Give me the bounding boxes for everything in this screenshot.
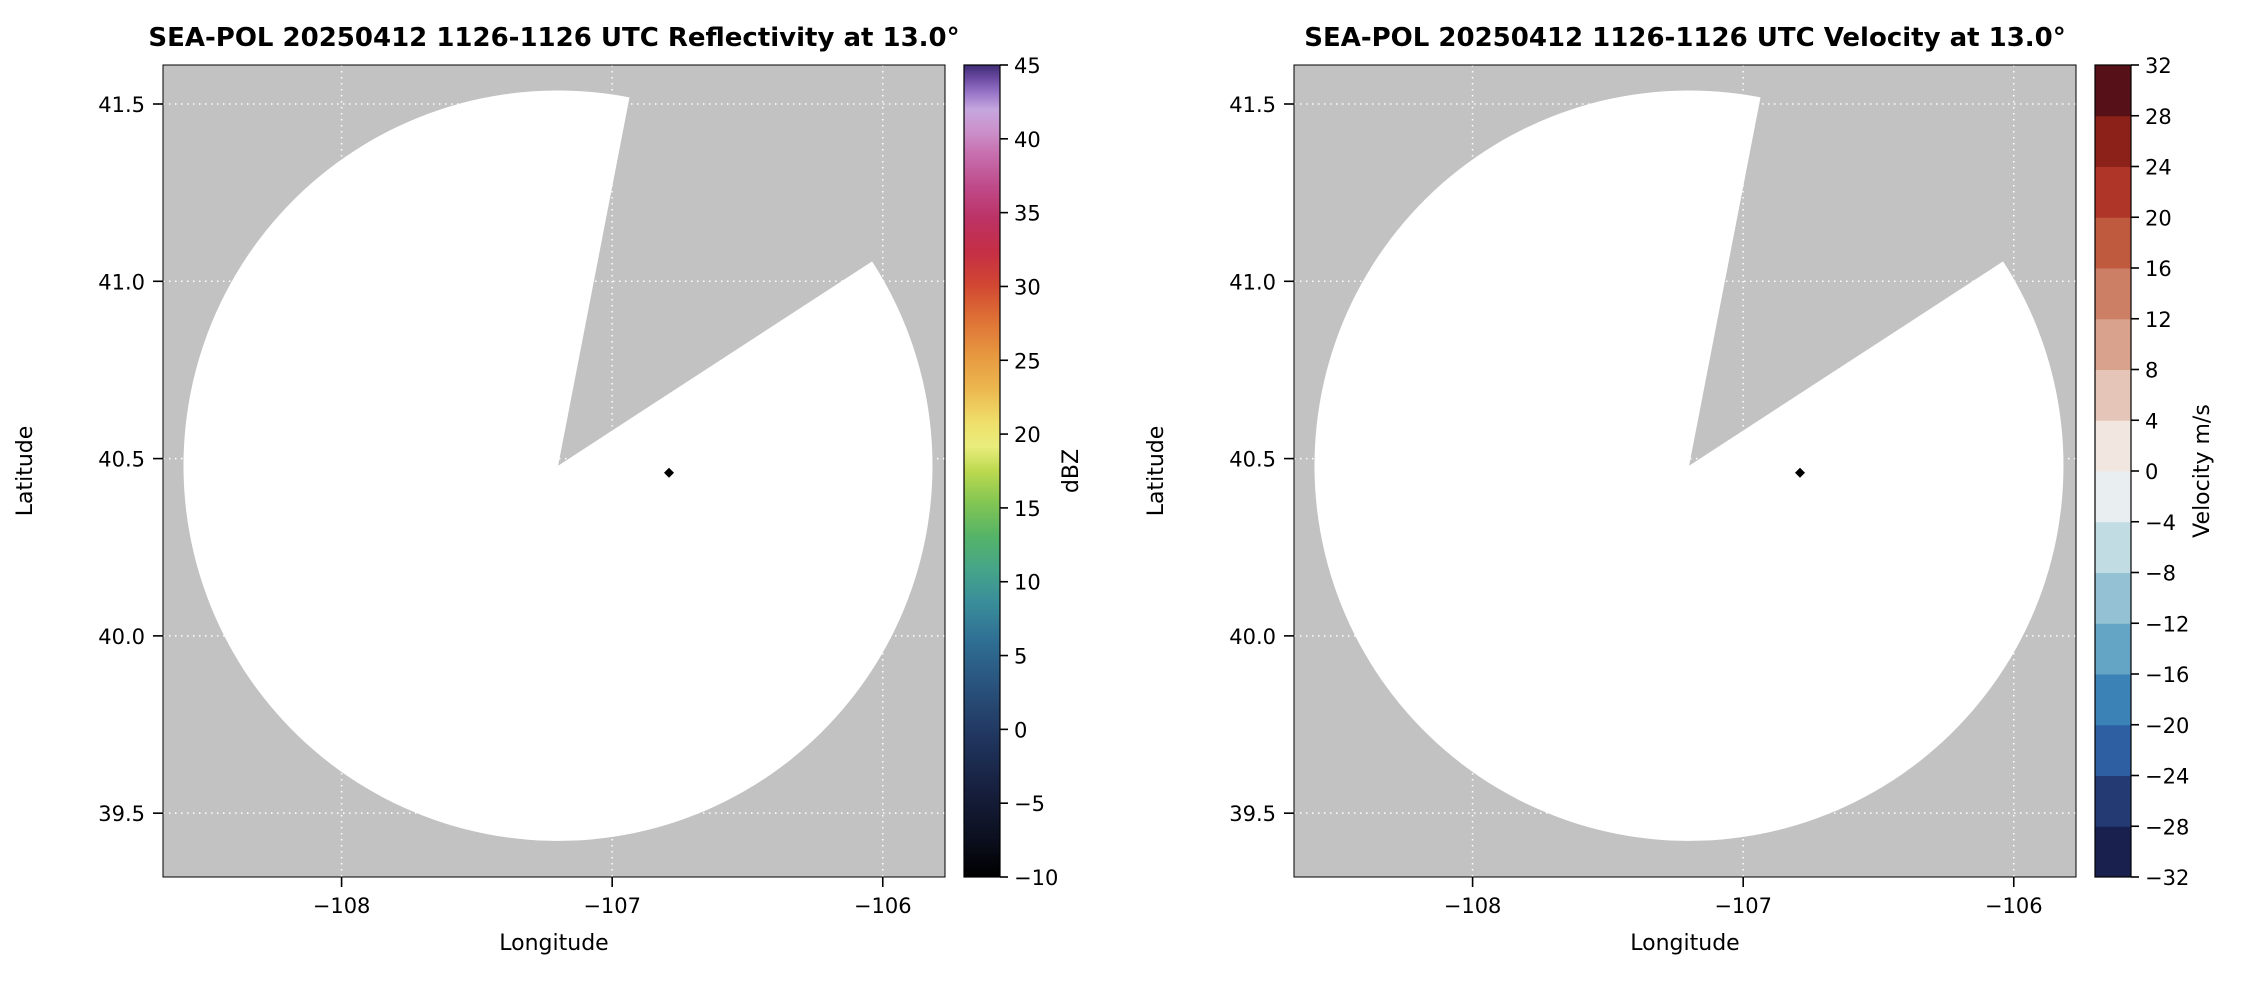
panel-title: SEA-POL 20250412 1126-1126 UTC Velocity … <box>1304 23 2066 53</box>
colorbar-tick-label: −10 <box>1014 866 1058 890</box>
colorbar-label: Velocity m/s <box>2190 404 2215 538</box>
radar-scan-area <box>183 90 933 841</box>
colorbar-tick-label: 20 <box>1014 423 1041 447</box>
colorbar-block <box>2095 166 2131 218</box>
colorbar-tick-label: 35 <box>1014 202 1041 226</box>
plot-area: −108 −107 −106 41.5 41.0 40.5 40.0 39.5 <box>98 64 946 918</box>
x-tick-label: −106 <box>854 894 912 918</box>
colorbar-block <box>2095 268 2131 320</box>
colorbar-block <box>2095 572 2131 624</box>
colorbar-block <box>2095 318 2131 370</box>
y-axis-label: Latitude <box>13 426 38 517</box>
colorbar-tick-label: −28 <box>2145 815 2189 839</box>
colorbar-tick-label: −32 <box>2145 866 2189 890</box>
colorbar-tick-label: 15 <box>1014 497 1041 521</box>
x-axis-label: Longitude <box>499 931 608 956</box>
colorbar-block <box>2095 521 2131 573</box>
colorbar-block <box>2095 826 2131 878</box>
colorbar-gradient <box>964 65 1000 877</box>
colorbar-tick-label: 12 <box>2145 308 2172 332</box>
y-tick-label: 41.0 <box>1229 270 1276 294</box>
colorbar-tick-label: −4 <box>2145 511 2176 535</box>
colorbar-tick-label: 10 <box>1014 571 1041 595</box>
y-tick-label: 40.0 <box>1229 625 1276 649</box>
colorbar-tick-label: 8 <box>2145 359 2158 383</box>
colorbar-tick-label: 24 <box>2145 156 2172 180</box>
colorbar-tick-label: 32 <box>2145 54 2172 78</box>
x-axis-label: Longitude <box>1630 931 1739 956</box>
colorbar-tick-label: 0 <box>2145 460 2158 484</box>
y-tick-label: 41.5 <box>98 93 145 117</box>
colorbar-block <box>2095 115 2131 167</box>
colorbar-tick-label: −8 <box>2145 562 2176 586</box>
x-tick-label: −108 <box>313 894 371 918</box>
y-tick-label: 39.5 <box>98 802 145 826</box>
colorbar: 32 28 24 20 16 12 8 4 0 −4 −8 −12 −16 −20 −24 −28 −32 <box>2094 54 2189 890</box>
x-tick-label: −106 <box>1985 894 2043 918</box>
colorbar-block <box>2095 674 2131 726</box>
plot-spine <box>162 64 946 878</box>
reflectivity-panel: SEA-POL 20250412 1126-1126 UTC Reflectiv… <box>13 23 1084 956</box>
colorbar-label: dBZ <box>1059 449 1084 493</box>
y-tick-label: 40.5 <box>98 448 145 472</box>
site-marker <box>664 467 674 478</box>
velocity-panel: SEA-POL 20250412 1126-1126 UTC Velocity … <box>1144 23 2215 956</box>
colorbar-tick-label: −20 <box>2145 714 2189 738</box>
colorbar-tick-label: 28 <box>2145 105 2172 129</box>
colorbar-block <box>2095 65 2131 117</box>
plot-area: −108 −107 −106 41.5 41.0 40.5 40.0 39.5 <box>1229 64 2077 918</box>
colorbar-tick-label: 5 <box>1014 645 1027 669</box>
colorbar-tick-label: 30 <box>1014 275 1041 299</box>
colorbar-block <box>2095 775 2131 827</box>
x-tick-label: −107 <box>583 894 641 918</box>
colorbar-tick-label: 0 <box>1014 718 1027 742</box>
y-tick-label: 40.0 <box>98 625 145 649</box>
colorbar: 45 40 35 30 25 20 15 10 5 0 −5 −10 <box>963 54 1058 890</box>
colorbar-tick-label: 16 <box>2145 257 2172 281</box>
x-tick-label: −108 <box>1444 894 1502 918</box>
radar-scan-area <box>1314 90 2064 841</box>
colorbar-block <box>2095 369 2131 421</box>
colorbar-tick-label: 4 <box>2145 409 2158 433</box>
y-tick-label: 39.5 <box>1229 802 1276 826</box>
y-tick-label: 40.5 <box>1229 448 1276 472</box>
colorbar-block <box>2095 724 2131 776</box>
colorbar-tick-label: 45 <box>1014 54 1041 78</box>
colorbar-tick-label: 20 <box>2145 206 2172 230</box>
colorbar-tick-label: −12 <box>2145 612 2189 636</box>
colorbar-tick-label: −16 <box>2145 663 2189 687</box>
colorbar-block <box>2095 623 2131 675</box>
x-tick-label: −107 <box>1714 894 1772 918</box>
panel-title: SEA-POL 20250412 1126-1126 UTC Reflectiv… <box>148 23 959 53</box>
site-marker <box>1795 467 1805 478</box>
colorbar-tick-label: −5 <box>1014 792 1045 816</box>
plot-spine <box>1293 64 2077 878</box>
colorbar-tick-label: 25 <box>1014 349 1041 373</box>
colorbar-block <box>2095 471 2131 523</box>
y-axis-label: Latitude <box>1144 426 1169 517</box>
y-tick-label: 41.0 <box>98 270 145 294</box>
colorbar-tick-label: 40 <box>1014 128 1041 152</box>
colorbar-block <box>2095 217 2131 269</box>
colorbar-tick-label: −24 <box>2145 765 2189 789</box>
y-tick-label: 41.5 <box>1229 93 1276 117</box>
colorbar-outline <box>963 64 1001 878</box>
colorbar-block <box>2095 420 2131 472</box>
